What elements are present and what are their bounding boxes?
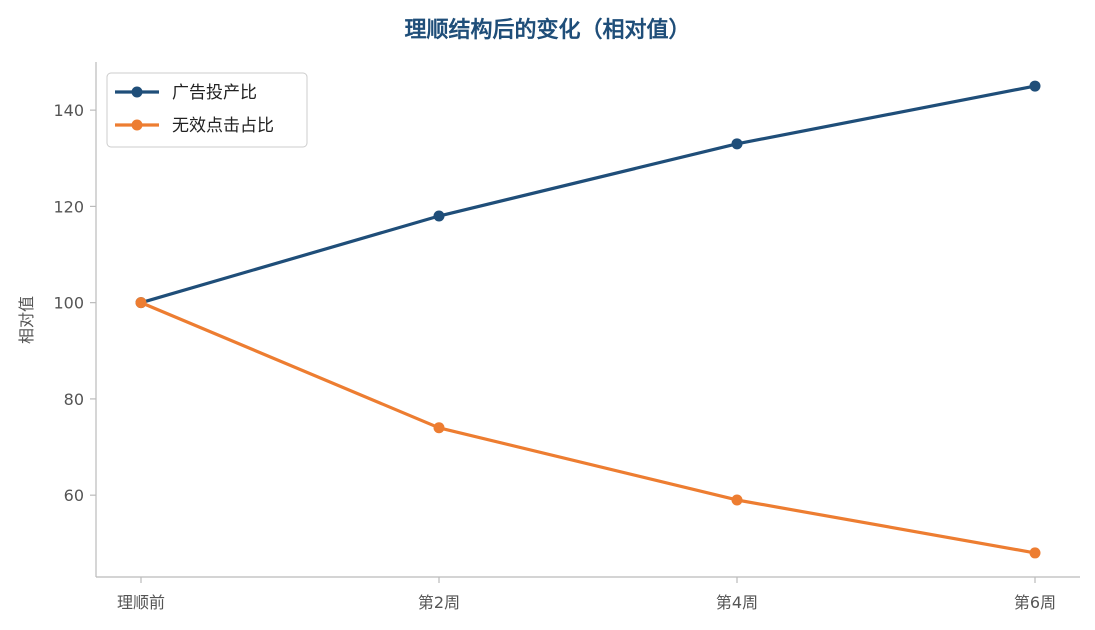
data-point (731, 138, 743, 150)
legend-marker (131, 86, 143, 98)
data-point (1029, 547, 1041, 559)
data-point (731, 494, 743, 506)
x-tick-label: 第4周 (716, 593, 758, 612)
legend-label: 无效点击占比 (172, 116, 274, 136)
y-tick-label: 140 (53, 101, 84, 120)
legend-marker (131, 119, 143, 131)
data-point (433, 210, 445, 222)
y-tick-label: 60 (64, 486, 84, 505)
data-point (433, 422, 445, 434)
series-layer (135, 80, 1041, 559)
y-axis-label: 相对值 (17, 296, 36, 344)
x-tick-label: 第2周 (418, 593, 460, 612)
data-point (1029, 80, 1041, 92)
legend-label: 广告投产比 (172, 83, 257, 103)
axes: 60 80 100 120 140 理顺前 第2周 第4周 第6周 (53, 62, 1080, 612)
x-tick-label: 理顺前 (117, 593, 165, 612)
x-tick-label: 第6周 (1014, 593, 1056, 612)
y-tick-label: 120 (53, 197, 84, 216)
series-line-1 (139, 84, 1037, 305)
y-tick-label: 80 (64, 390, 84, 409)
y-tick-label: 100 (53, 294, 84, 313)
data-point (135, 297, 147, 309)
series-line-2 (139, 301, 1037, 555)
chart-title: 理顺结构后的变化（相对值） (404, 18, 691, 43)
